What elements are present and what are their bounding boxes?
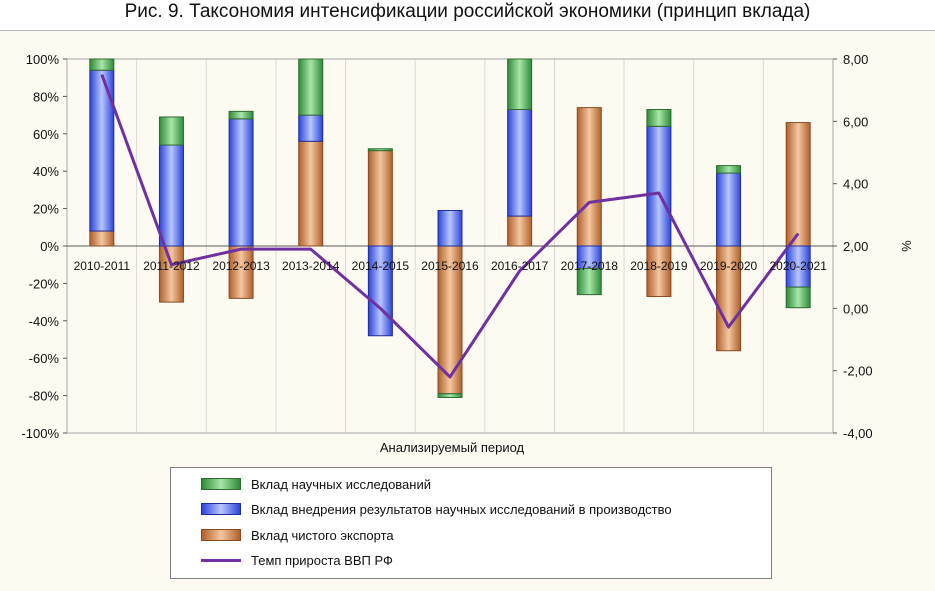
bar-implementation [228, 118, 254, 247]
bar-research [576, 267, 602, 296]
bar-implementation [716, 172, 742, 247]
left-tick-label: 0% [40, 239, 59, 254]
bar-research [158, 116, 184, 146]
legend-line-purple [201, 558, 241, 562]
left-tick-label: -80% [29, 389, 60, 404]
chart-title: Рис. 9. Таксономия интенсификации россий… [124, 1, 811, 22]
right-tick-label: 0,00 [843, 301, 868, 316]
bar-net-export [367, 150, 393, 247]
category-label: 2010-2011 [74, 259, 131, 273]
bar-net-export [576, 107, 602, 247]
left-tick-label: -40% [29, 314, 60, 329]
category-label: 2011-2012 [143, 259, 200, 273]
bar-net-export [89, 230, 115, 247]
right-tick-label: 4,00 [843, 177, 868, 192]
legend-label-gdp: Темп прироста ВВП РФ [251, 552, 393, 568]
legend: Вклад научных исследований Вклад внедрен… [170, 467, 772, 579]
left-tick-label: 80% [33, 89, 59, 104]
bar-net-export [507, 215, 533, 247]
legend-label-research: Вклад научных исследований [251, 476, 431, 492]
left-tick-label: 40% [33, 164, 59, 179]
bar-research [367, 148, 393, 152]
bar-research [646, 108, 672, 127]
bar-net-export [298, 140, 324, 247]
bar-implementation [507, 108, 533, 217]
category-label: 2015-2016 [421, 259, 479, 273]
bar-implementation [158, 144, 184, 247]
legend-item-research: Вклад научных исследований [201, 473, 431, 495]
right-tick-label: -4,00 [843, 426, 873, 441]
bar-net-export [158, 245, 184, 303]
legend-swatch-orange [201, 529, 241, 541]
gdp-growth-line [100, 74, 800, 379]
left-tick-label: -20% [29, 276, 60, 291]
bar-implementation [298, 114, 324, 142]
legend-swatch-green [201, 478, 241, 490]
category-label: 2018-2019 [630, 259, 688, 273]
bar-net-export [785, 122, 811, 247]
bar-net-export [646, 245, 672, 297]
category-label: 2019-2020 [700, 259, 758, 273]
category-label: 2013-2014 [282, 259, 340, 273]
x-axis-title: Анализируемый период [380, 440, 525, 455]
bar-research [785, 286, 811, 309]
bar-research [298, 58, 324, 116]
bar-implementation [437, 209, 463, 247]
right-tick-label: 8,00 [843, 52, 868, 67]
legend-swatch-blue [201, 503, 241, 515]
legend-label-implementation: Вклад внедрения результатов научных иссл… [251, 501, 672, 517]
left-tick-label: 60% [33, 127, 59, 142]
bar-research [716, 165, 742, 174]
left-tick-label: -60% [29, 351, 60, 366]
category-label: 2016-2017 [491, 259, 549, 273]
legend-item-implementation: Вклад внедрения результатов научных иссл… [201, 498, 672, 520]
bar-research [437, 393, 463, 398]
bar-research [89, 58, 115, 71]
bar-research [228, 110, 254, 120]
legend-item-gdp: Темп прироста ВВП РФ [201, 549, 393, 571]
left-tick-label: 100% [26, 52, 60, 67]
legend-label-export: Вклад чистого экспорта [251, 527, 394, 543]
category-label: 2014-2015 [352, 259, 410, 273]
bar-implementation [367, 245, 393, 337]
legend-item-export: Вклад чистого экспорта [201, 524, 394, 546]
bar-implementation [646, 125, 672, 247]
category-label: 2017-2018 [561, 259, 619, 273]
right-tick-label: -2,00 [843, 364, 873, 379]
bar-net-export [437, 245, 463, 395]
left-tick-label: -100% [21, 426, 59, 441]
right-tick-label: 6,00 [843, 114, 868, 129]
left-tick-label: 20% [33, 202, 59, 217]
right-tick-label: 2,00 [843, 239, 868, 254]
right-axis-title: % [899, 240, 914, 252]
bar-research [507, 58, 533, 110]
category-label: 2012-2013 [212, 259, 270, 273]
category-label: 2020-2021 [769, 259, 827, 273]
